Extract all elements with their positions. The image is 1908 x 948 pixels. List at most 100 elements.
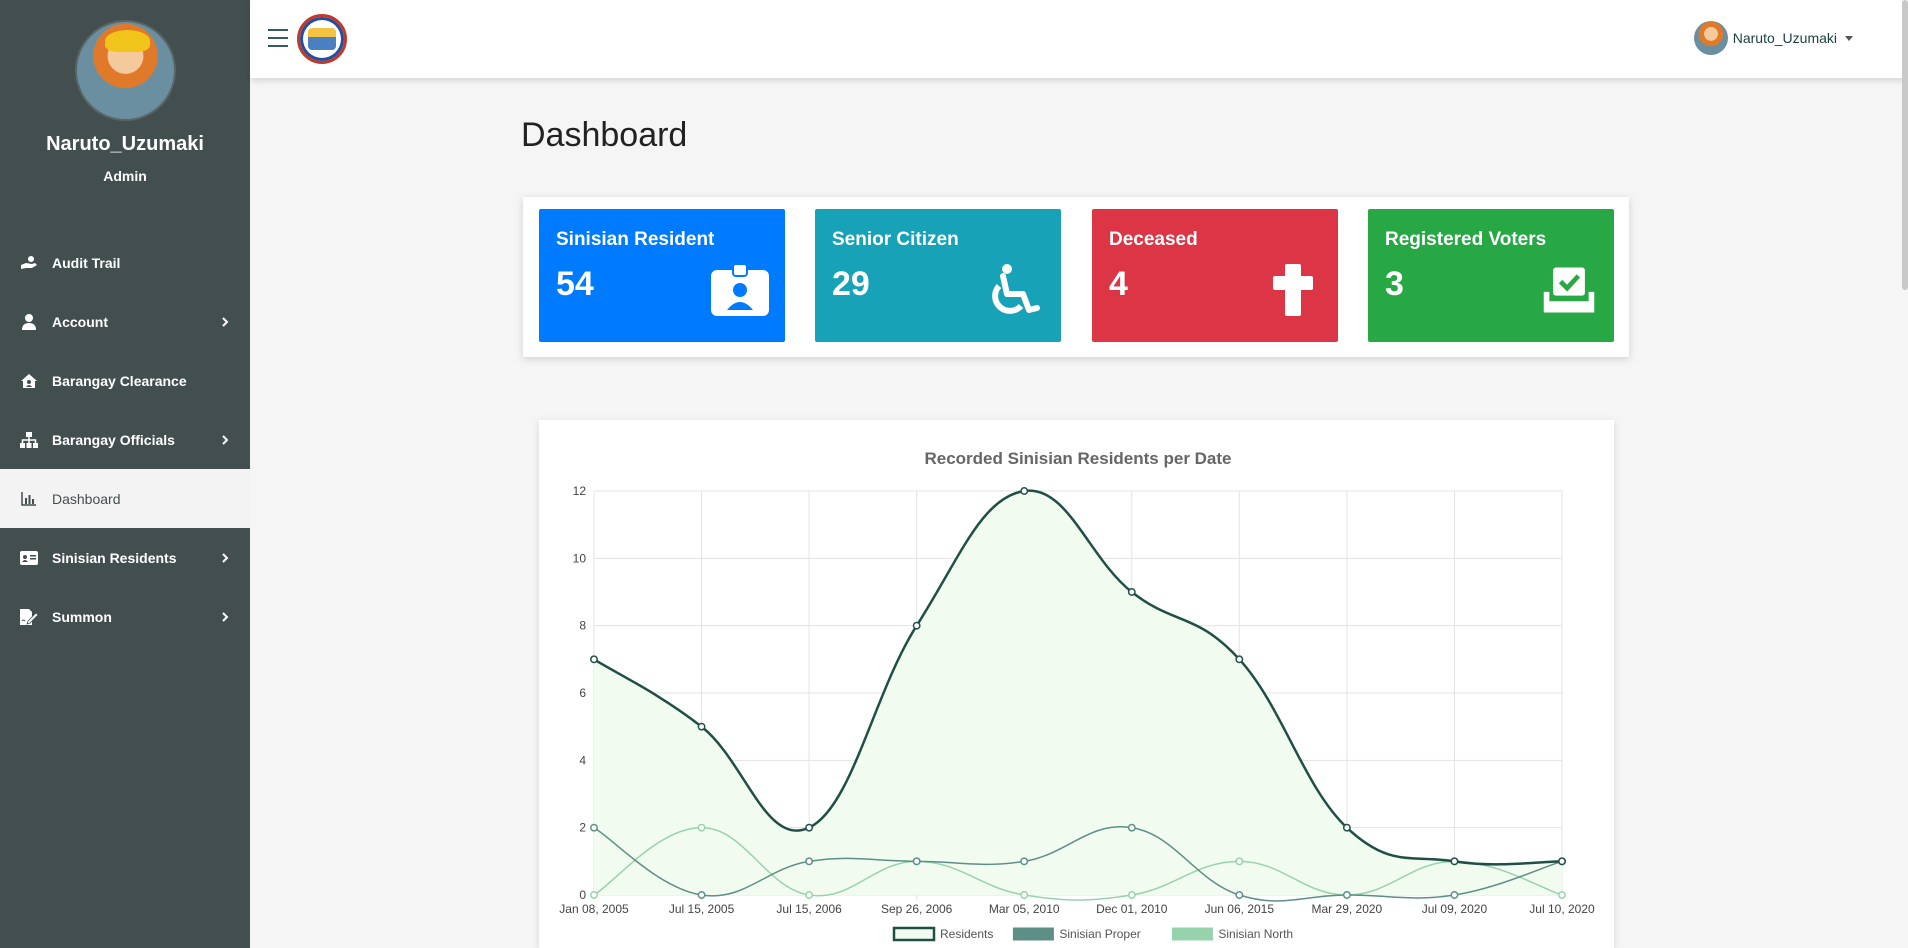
stat-card-sinisian-resident[interactable]: Sinisian Resident 54: [539, 209, 785, 342]
sidebar-item-label: Dashboard: [52, 490, 121, 507]
data-point-sinisian-proper: [590, 823, 598, 832]
series-line-sinisian-north: [593, 826, 1563, 901]
series-line-sinisian-proper: [593, 826, 1563, 902]
stat-card-label: Registered Voters: [1385, 229, 1547, 250]
y-tick-label: 8: [579, 619, 586, 633]
data-point-sinisian-proper: [1127, 823, 1136, 832]
vote-box-icon: [1543, 267, 1595, 313]
stat-card-label: Senior Citizen: [832, 229, 959, 250]
x-tick-label: Jul 15, 2005: [669, 902, 735, 916]
scrollbar[interactable]: [1902, 0, 1908, 290]
data-point-sinisian-north: [1558, 891, 1566, 899]
avatar: [1693, 21, 1728, 55]
residents-chart-card: Recorded Sinisian Residents per Date 0 2 4 6…: [539, 420, 1614, 948]
sidebar-item-label: Barangay Officials: [52, 431, 175, 448]
data-point-sinisian-proper: [697, 891, 706, 899]
chart-title: Recorded Sinisian Residents per Date: [924, 449, 1231, 468]
legend-swatch-residents: [892, 926, 936, 942]
data-point-residents: [697, 722, 706, 731]
stat-card-label: Sinisian Resident: [556, 229, 715, 250]
wheelchair-icon: [992, 264, 1040, 314]
chevron-right-icon: [222, 552, 229, 563]
sidebar-item-label: Sinisian Residents: [52, 549, 177, 566]
x-tick-label: Mar 29, 2020: [1312, 902, 1383, 916]
chevron-right-icon: [222, 434, 229, 445]
data-point-residents: [1127, 588, 1136, 596]
data-point-residents: [1020, 487, 1029, 495]
legend-label-residents: Residents: [940, 927, 993, 941]
user-menu-name: Naruto_Uzumaki: [1732, 30, 1837, 46]
data-point-sinisian-proper: [1235, 891, 1244, 899]
series-line-residents: [593, 489, 1563, 866]
data-point-residents: [590, 655, 598, 664]
y-tick-label: 6: [579, 686, 586, 700]
x-tick-label: Jul 09, 2020: [1422, 902, 1488, 916]
y-tick-label: 2: [579, 821, 586, 835]
cross-icon: [1273, 264, 1313, 316]
data-point-residents: [1342, 823, 1351, 832]
data-point-sinisian-proper: [1450, 891, 1459, 899]
legend-swatch-sinisian-north: [1171, 927, 1213, 941]
x-tick-label: Mar 05, 2010: [989, 902, 1060, 916]
id-card-icon: [18, 549, 40, 567]
file-signature-icon: [18, 608, 40, 626]
data-point-residents: [912, 621, 921, 630]
sidebar-item-barangay-officials[interactable]: Barangay Officials: [0, 410, 250, 469]
sidebar-profile: Naruto_Uzumaki Admin: [0, 0, 250, 218]
data-point-residents: [1450, 857, 1459, 866]
data-point-sinisian-proper: [912, 857, 921, 866]
user-icon: [18, 313, 40, 331]
data-point-sinisian-north: [697, 823, 706, 832]
y-tick-label: 12: [573, 484, 587, 498]
chart-bar-icon: [18, 490, 40, 508]
sidebar-nav: Audit Trail Account Barangay Clearance B…: [0, 233, 250, 646]
sidebar-item-label: Account: [52, 313, 108, 330]
data-point-sinisian-north: [590, 891, 598, 899]
series-area-residents: [594, 490, 1562, 895]
avatar: [74, 20, 176, 121]
sidebar-item-dashboard[interactable]: Dashboard: [0, 469, 250, 528]
sidebar-item-account[interactable]: Account: [0, 292, 250, 351]
data-point-residents: [1558, 857, 1566, 866]
sidebar-item-audit-trail[interactable]: Audit Trail: [0, 233, 250, 292]
hand-holding-icon: [18, 254, 40, 272]
data-point-sinisian-north: [1127, 891, 1136, 899]
profile-role: Admin: [103, 168, 147, 184]
legend-swatch-sinisian-proper: [1012, 927, 1054, 941]
legend-label-sinisian-proper: Sinisian Proper: [1059, 927, 1140, 941]
data-point-sinisian-proper: [1020, 857, 1029, 866]
sidebar-item-summon[interactable]: Summon: [0, 587, 250, 646]
sidebar-item-label: Summon: [52, 608, 112, 625]
sidebar-item-barangay-clearance[interactable]: Barangay Clearance: [0, 351, 250, 410]
x-tick-label: Jan 08, 2005: [559, 902, 629, 916]
data-point-sinisian-north: [1020, 891, 1029, 899]
user-menu-dropdown[interactable]: Naruto_Uzumaki: [1693, 20, 1853, 56]
data-point-residents: [805, 823, 814, 832]
page-title: Dashboard: [521, 116, 688, 154]
stat-card-senior-citizen[interactable]: Senior Citizen 29: [815, 209, 1061, 342]
sitemap-icon: [18, 431, 40, 449]
x-tick-label: Jul 15, 2006: [776, 902, 842, 916]
sidebar-item-sinisian-residents[interactable]: Sinisian Residents: [0, 528, 250, 587]
data-point-sinisian-proper: [805, 857, 814, 866]
x-tick-label: Dec 01, 2010: [1096, 902, 1168, 916]
x-tick-label: Sep 26, 2006: [881, 902, 953, 916]
data-point-sinisian-proper: [1342, 891, 1351, 899]
stat-card-value: 54: [556, 265, 594, 303]
stat-card-deceased[interactable]: Deceased 4: [1092, 209, 1338, 342]
y-tick-label: 4: [579, 753, 586, 767]
chevron-right-icon: [222, 316, 229, 327]
sidebar-item-label: Audit Trail: [52, 254, 121, 271]
sidebar: Naruto_Uzumaki Admin Audit Trail Account…: [0, 0, 250, 948]
stat-card-registered-voters[interactable]: Registered Voters 3: [1368, 209, 1614, 342]
x-tick-label: Jul 10, 2020: [1529, 902, 1595, 916]
data-point-sinisian-north: [805, 891, 814, 899]
id-badge-icon: [711, 264, 769, 316]
data-point-residents: [1235, 655, 1244, 664]
house-user-icon: [18, 372, 40, 390]
y-tick-label: 0: [579, 888, 586, 902]
stat-card-value: 3: [1385, 265, 1404, 303]
y-tick-label: 10: [573, 551, 587, 565]
data-point-sinisian-north: [1235, 857, 1244, 866]
menu-toggle-icon[interactable]: [268, 29, 288, 47]
